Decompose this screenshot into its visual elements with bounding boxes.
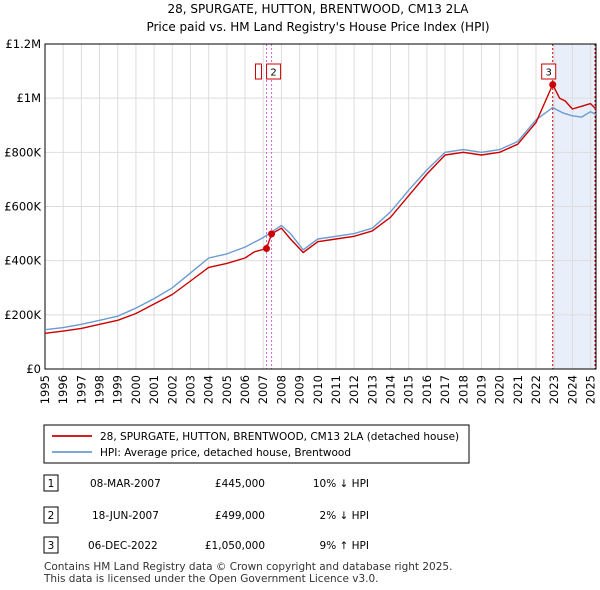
plot-frame [44,43,597,370]
sale-box-3 [541,63,557,80]
sale-price: £445,000 [215,478,265,490]
x-tick-label: 2019 [474,375,488,404]
sale-number: 2 [48,510,55,522]
x-tick-label: 2012 [347,375,361,404]
x-tick-label: 2017 [438,375,452,404]
sale-date: 18-JUN-2007 [92,510,159,522]
y-tick-label: £200K [4,308,41,322]
x-tick-label: 1996 [56,375,70,404]
table-row: 2 18-JUN-2007 £499,000 2% ↓ HPI [43,506,369,524]
sale-date: 08-MAR-2007 [90,478,161,490]
x-tick-label: 1998 [93,375,107,404]
y-tick-label: £600K [4,200,41,214]
table-row: 3 06-DEC-2022 £1,050,000 9% ↑ HPI [43,536,369,554]
y-tick-label: £1.2M [5,37,41,51]
y-tick-label: £0 [26,362,41,376]
x-tick-label: 2013 [365,375,379,404]
x-tick-label: 2014 [384,375,398,404]
y-tick-label: £400K [4,254,41,268]
chart-subtitle: Price paid vs. HM Land Registry's House … [146,20,489,34]
x-tick-label: 2002 [165,375,179,404]
hpi-series-line [44,106,597,331]
x-tick-label: 2001 [147,375,161,404]
plot-area: £0 £200K £400K £600K £800K £1M £1.2M 1995 1996 19… [4,37,597,404]
x-tick-label: 2006 [238,375,252,404]
x-tick-label: 2018 [456,375,470,404]
x-tick-label: 2021 [511,375,525,404]
x-tick-label: 1995 [38,375,52,404]
x-tick-label: 1997 [74,375,88,404]
x-tick-label: 2024 [565,375,579,404]
sale-box-label-3: 3 [546,68,552,79]
x-tick-label: 2022 [529,375,543,404]
sale-box-1 [254,63,262,80]
sale-point-2 [268,230,276,238]
sale-number: 1 [48,478,55,490]
y-tick-label: £800K [4,145,41,159]
x-tick-label: 2025 [584,375,598,404]
x-tick-label: 2016 [420,375,434,404]
x-tick-label: 2008 [274,375,288,404]
x-tick-label: 2009 [293,375,307,404]
x-tick-label: 1999 [111,375,125,404]
x-tick-label: 2020 [493,375,507,404]
y-tick-label: £1M [16,91,41,105]
sale-hpi-diff: 10% ↓ HPI [313,478,369,490]
table-row: 1 08-MAR-2007 £445,000 10% ↓ HPI [43,474,369,492]
legend-property-label: 28, SPURGATE, HUTTON, BRENTWOOD, CM13 2L… [100,431,459,443]
x-tick-label: 2010 [311,375,325,404]
legend-hpi-label: HPI: Average price, detached house, Bren… [100,447,351,459]
x-tick-label: 2004 [202,375,216,404]
sale-box-2 [266,63,282,80]
sale-number: 3 [48,540,55,552]
x-tick-label: 2007 [256,375,270,404]
sale-point-3 [549,81,557,89]
property-series-line [44,83,597,334]
sale-date: 06-DEC-2022 [88,540,158,552]
sale-hpi-diff: 2% ↓ HPI [320,510,369,522]
x-tick-label: 2015 [402,375,416,404]
footer-licence: This data is licensed under the Open Gov… [43,573,379,585]
sales-table: 1 08-MAR-2007 £445,000 10% ↓ HPI 2 18-JU… [43,474,369,554]
x-tick-label: 2000 [129,375,143,404]
legend: 28, SPURGATE, HUTTON, BRENTWOOD, CM13 2L… [43,424,470,464]
footer-copyright: Contains HM Land Registry data © Crown c… [44,561,452,573]
sale-point-1 [262,244,270,252]
x-tick-label: 2005 [220,375,234,404]
sale-price: £499,000 [215,510,265,522]
x-tick-label: 2003 [183,375,197,404]
sale-box-label-2: 2 [270,68,276,79]
x-tick-label: 2011 [329,375,343,404]
x-tick-label: 2023 [547,375,561,404]
sale-price: £1,050,000 [205,540,265,552]
sale-hpi-diff: 9% ↑ HPI [320,540,369,552]
chart-title: 28, SPURGATE, HUTTON, BRENTWOOD, CM13 2L… [167,2,469,16]
